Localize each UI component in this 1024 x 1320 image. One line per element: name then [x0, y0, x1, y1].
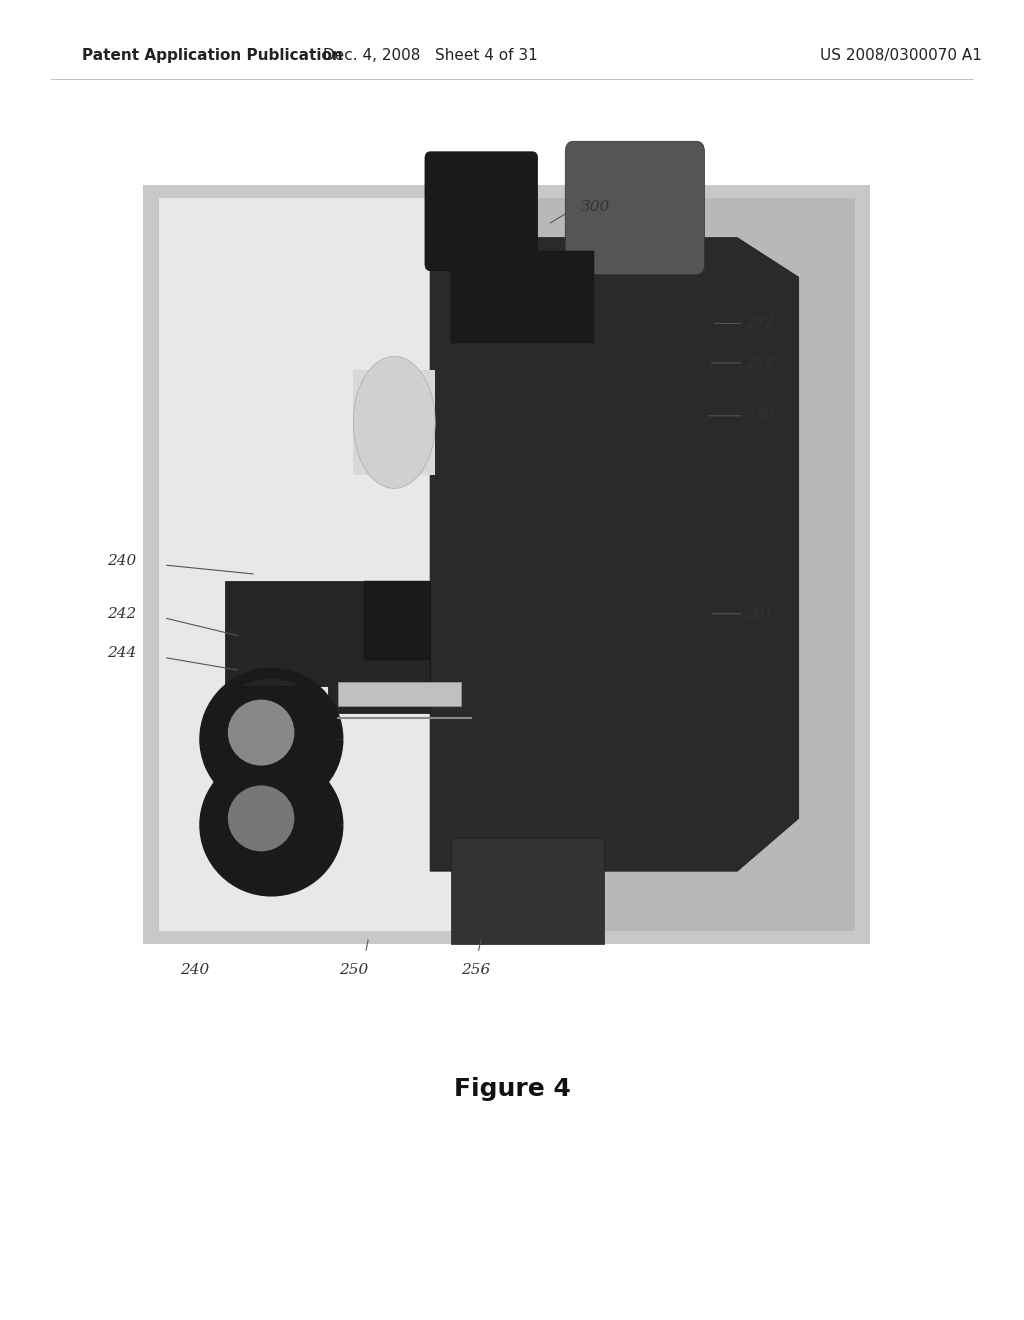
Ellipse shape: [227, 700, 295, 766]
FancyBboxPatch shape: [565, 141, 705, 275]
Text: 300: 300: [581, 201, 610, 214]
FancyBboxPatch shape: [425, 152, 538, 271]
Polygon shape: [430, 238, 799, 871]
Text: 201: 201: [745, 607, 775, 620]
FancyBboxPatch shape: [159, 198, 502, 931]
FancyBboxPatch shape: [364, 581, 430, 660]
Text: Dec. 4, 2008   Sheet 4 of 31: Dec. 4, 2008 Sheet 4 of 31: [323, 48, 538, 63]
FancyBboxPatch shape: [502, 198, 855, 931]
FancyBboxPatch shape: [353, 370, 435, 475]
Text: 250: 250: [339, 964, 368, 977]
Text: 256: 256: [462, 964, 490, 977]
Text: US 2008/0300070 A1: US 2008/0300070 A1: [820, 48, 982, 63]
FancyBboxPatch shape: [143, 185, 870, 944]
Text: 234: 234: [745, 356, 775, 370]
FancyBboxPatch shape: [451, 251, 594, 343]
Text: 244: 244: [108, 647, 137, 660]
FancyBboxPatch shape: [451, 838, 604, 944]
Text: 230: 230: [745, 409, 775, 422]
Text: Figure 4: Figure 4: [454, 1077, 570, 1101]
Ellipse shape: [353, 356, 435, 488]
FancyBboxPatch shape: [338, 682, 461, 706]
Text: 242: 242: [108, 607, 137, 620]
Ellipse shape: [227, 785, 295, 851]
Text: 240: 240: [108, 554, 137, 568]
Text: 240: 240: [180, 964, 209, 977]
Ellipse shape: [205, 673, 338, 805]
Ellipse shape: [205, 759, 338, 891]
Polygon shape: [225, 581, 430, 713]
Text: Patent Application Publication: Patent Application Publication: [82, 48, 343, 63]
Text: 232: 232: [745, 317, 775, 330]
